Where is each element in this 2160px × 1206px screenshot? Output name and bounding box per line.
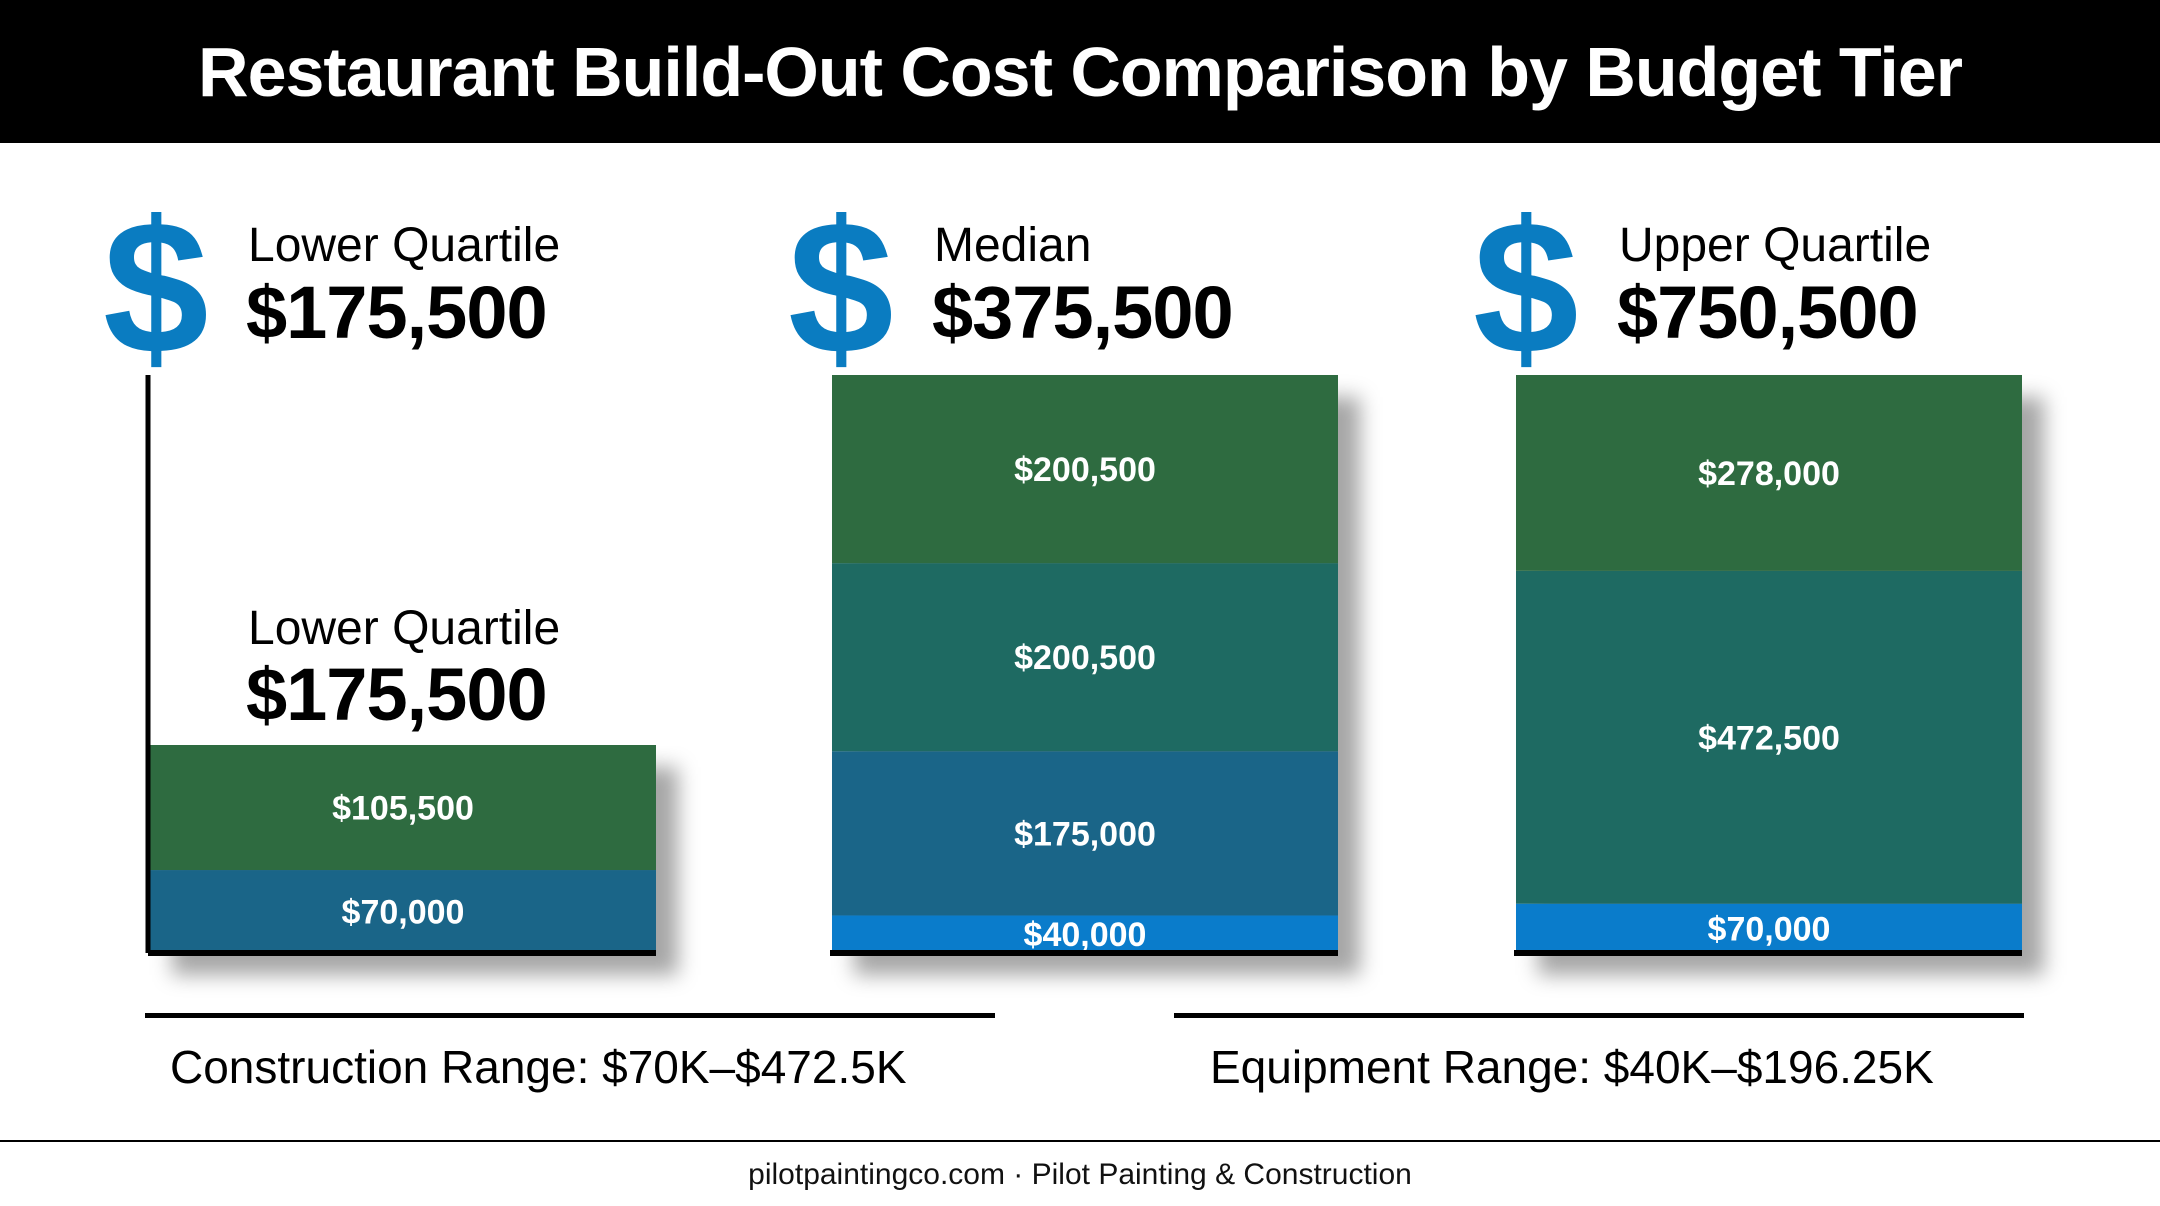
bar-segment [150, 870, 656, 953]
bar-segment-label: $70,000 [1708, 910, 1831, 948]
bar-segment [150, 745, 656, 871]
footer-divider [0, 1140, 2160, 1142]
bar-segment-label: $70,000 [342, 894, 465, 932]
tier-total-upper-quartile: $750,500 [1617, 271, 1919, 354]
chart-title: Restaurant Build-Out Cost Comparison by … [198, 32, 1963, 111]
footer-text: pilotpaintingco.com · Pilot Painting & C… [748, 1158, 1412, 1191]
bar-segment [832, 375, 1338, 564]
tier-label-median: Median [934, 219, 1092, 272]
tier-total-median: $375,500 [932, 271, 1234, 354]
bar-segment-label: $105,500 [332, 790, 474, 828]
callout-total: $175,500 [246, 653, 548, 736]
dollar-icon: $ [1473, 182, 1579, 394]
bar-segment [832, 563, 1338, 752]
construction-range-text: Construction Range: $70K–$472.5K [170, 1041, 907, 1093]
dollar-icon: $ [788, 182, 894, 394]
bar-segment [1516, 570, 2022, 904]
tier-label-lower-quartile: Lower Quartile [248, 219, 561, 272]
tier-total-lower-quartile: $175,500 [246, 271, 548, 354]
dollar-icon: $ [103, 182, 209, 394]
bar-segment [1516, 903, 2022, 953]
title-bar: Restaurant Build-Out Cost Comparison by … [0, 0, 2160, 143]
bar-segment [832, 751, 1338, 916]
bar-segment-label: $175,000 [1014, 815, 1156, 853]
equipment-range-line [1174, 1013, 2024, 1018]
bar-segment [1516, 375, 2022, 571]
callout-label: Lower Quartile [248, 602, 561, 655]
bar-segment-label: $200,500 [1014, 639, 1156, 677]
bar-segment-label: $40,000 [1024, 916, 1147, 954]
equipment-range-text: Equipment Range: $40K–$196.25K [1210, 1041, 1934, 1093]
bar-segment-label: $200,500 [1014, 451, 1156, 489]
bar-segment [832, 915, 1338, 953]
tier-label-upper-quartile: Upper Quartile [1619, 219, 1932, 272]
stacked-bar-chart: $70,000 $105,500 $40,000 $175,000 $200,500 $2… [145, 375, 2044, 975]
construction-range-line [145, 1013, 995, 1018]
bar-segment-label: $472,500 [1698, 719, 1840, 757]
bar-segment-label: $278,000 [1698, 455, 1840, 493]
